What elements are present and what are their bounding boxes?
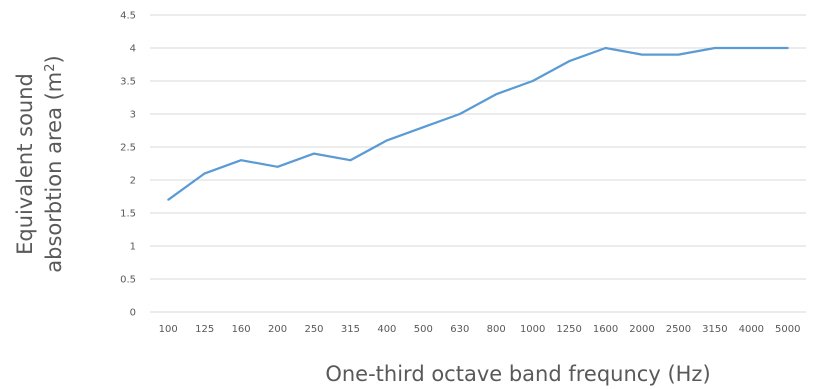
y-tick-label: 2.5 <box>120 143 136 154</box>
series-line <box>167 46 788 201</box>
x-tick-label: 500 <box>414 324 433 335</box>
y-axis-title-line2: absorbtion area (m2) <box>42 55 66 273</box>
data-point-100 <box>167 198 170 201</box>
data-point-1000 <box>531 80 534 82</box>
data-point-1600 <box>604 47 607 49</box>
y-axis-ticks: 0 0.5 1 1.5 2 2.5 3 3.5 4 4.5 <box>120 11 136 319</box>
x-tick-label: 100 <box>159 324 178 335</box>
x-tick-label: 2000 <box>629 324 654 335</box>
x-tick-label: 5000 <box>775 324 800 335</box>
data-point-200 <box>276 165 279 168</box>
x-tick-label: 1250 <box>556 324 581 335</box>
x-tick-label: 3150 <box>702 324 727 335</box>
x-tick-label: 160 <box>232 324 251 335</box>
y-tick-label: 3 <box>130 110 136 121</box>
x-tick-label: 4000 <box>739 324 764 335</box>
y-tick-label: 3.5 <box>120 77 136 88</box>
data-point-800 <box>495 93 498 96</box>
x-tick-label: 800 <box>487 324 506 335</box>
y-axis-title-close: ) <box>42 55 66 63</box>
data-point-5000 <box>786 47 789 49</box>
x-tick-label: 630 <box>450 324 469 335</box>
series-group <box>167 46 789 201</box>
x-tick-label: 1000 <box>520 324 545 335</box>
y-axis-title-superscript: 2 <box>43 63 58 71</box>
data-point-160 <box>240 159 243 162</box>
y-tick-label: 4 <box>130 44 136 55</box>
data-point-3150 <box>713 47 716 49</box>
data-point-2500 <box>677 53 680 56</box>
data-point-4000 <box>750 47 753 49</box>
y-tick-label: 4.5 <box>120 11 136 22</box>
x-tick-label: 1600 <box>593 324 618 335</box>
y-tick-label: 0.5 <box>120 275 136 286</box>
x-tick-label: 250 <box>304 324 323 335</box>
y-tick-label: 1 <box>130 242 136 253</box>
x-tick-label: 125 <box>195 324 214 335</box>
y-tick-label: 2 <box>130 176 136 187</box>
data-point-500 <box>422 126 425 129</box>
y-axis-title-main: absorbtion area (m <box>42 72 66 273</box>
y-tick-label: 1.5 <box>120 209 136 220</box>
x-tick-label: 400 <box>377 324 396 335</box>
x-tick-label: 315 <box>341 324 360 335</box>
y-tick-label: 0 <box>130 308 136 319</box>
data-point-2000 <box>641 53 643 56</box>
gridlines <box>150 14 806 313</box>
data-point-125 <box>203 172 206 175</box>
data-point-630 <box>458 113 461 115</box>
x-tick-label: 2500 <box>666 324 691 335</box>
data-point-400 <box>385 139 388 142</box>
x-tick-label: 200 <box>268 324 287 335</box>
x-axis-title: One-third octave band frequncy (Hz) <box>325 362 710 386</box>
data-point-315 <box>349 159 352 162</box>
data-point-1250 <box>568 60 571 63</box>
y-axis-title-line1: Equivalent sound <box>13 73 37 255</box>
x-axis-ticks: 100 125 160 200 250 315 400 500 630 800 1000 1250 16… <box>159 324 801 335</box>
data-point-250 <box>313 152 315 155</box>
